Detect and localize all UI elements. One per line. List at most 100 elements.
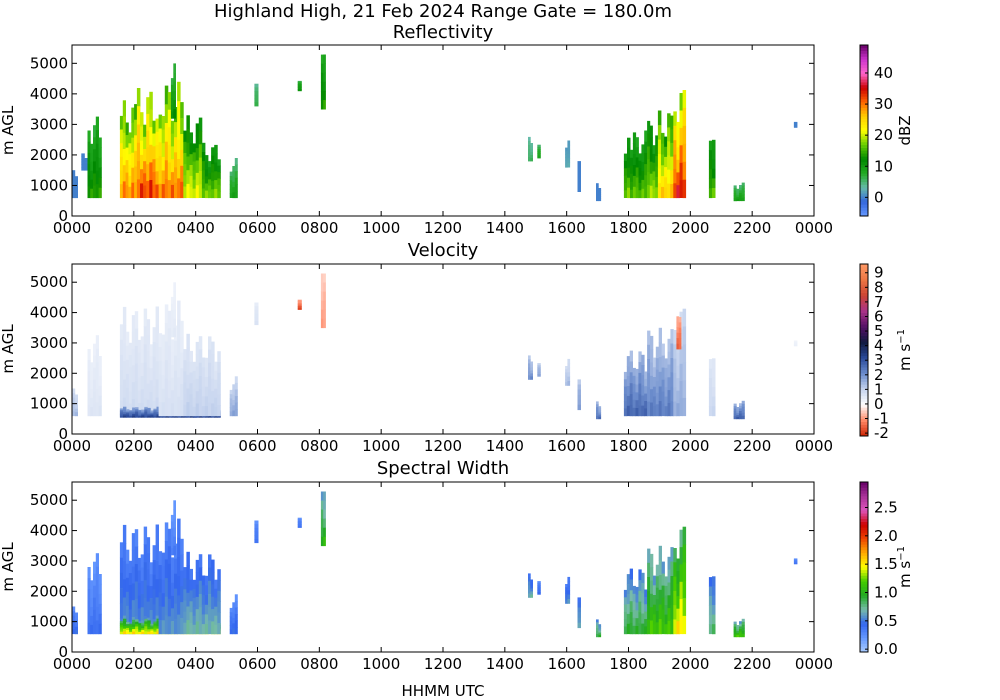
echo-cell bbox=[208, 185, 212, 192]
echo-cell bbox=[673, 576, 677, 592]
echo-cell bbox=[667, 169, 671, 185]
echo-cell bbox=[320, 282, 324, 292]
echo-cell bbox=[323, 518, 326, 528]
echo-cell bbox=[234, 600, 238, 608]
x-tick-label: 2200 bbox=[733, 437, 771, 455]
echo-cell bbox=[81, 167, 85, 171]
echo-cell bbox=[661, 609, 665, 623]
echo-cell bbox=[736, 196, 740, 200]
echo-cell bbox=[793, 123, 798, 125]
echo-cell bbox=[641, 171, 645, 181]
echo-cell bbox=[682, 526, 687, 545]
x-tick-label: 2000 bbox=[671, 437, 709, 455]
echo-cell bbox=[195, 596, 200, 610]
echo-cell bbox=[208, 620, 212, 635]
echo-cell bbox=[119, 370, 124, 386]
echo-cell bbox=[664, 624, 668, 635]
colorbar-tick-label: 5 bbox=[874, 322, 884, 340]
echo-cell bbox=[153, 631, 157, 635]
echo-cell bbox=[90, 380, 94, 390]
echo-cell bbox=[733, 413, 737, 417]
echo-cell bbox=[217, 623, 221, 635]
x-tick-label: 2000 bbox=[671, 219, 709, 237]
echo-cell bbox=[173, 72, 176, 83]
echo-cell bbox=[708, 605, 713, 616]
echo-cell bbox=[72, 388, 76, 394]
echo-cell bbox=[320, 100, 324, 110]
echo-cell bbox=[650, 553, 654, 568]
echo-cell bbox=[95, 402, 99, 417]
echo-cell bbox=[177, 518, 181, 539]
echo-cell bbox=[174, 152, 178, 168]
echo-cell bbox=[141, 413, 145, 416]
echo-cell bbox=[629, 383, 633, 395]
echo-cell bbox=[577, 186, 581, 192]
echo-cell bbox=[153, 621, 157, 624]
colorbar-swatch bbox=[860, 309, 868, 314]
echo-cell bbox=[630, 173, 634, 183]
echo-cell bbox=[90, 624, 94, 635]
echo-cell bbox=[598, 414, 602, 418]
x-tick-label: 0000 bbox=[53, 655, 91, 673]
echo-cell bbox=[736, 188, 740, 192]
echo-cell bbox=[673, 168, 677, 184]
echo-cell bbox=[183, 611, 187, 624]
echo-cell bbox=[201, 614, 206, 625]
colorbar-swatch bbox=[860, 76, 868, 80]
echo-cell bbox=[649, 185, 653, 199]
echo-cell bbox=[173, 509, 176, 519]
echo-cell bbox=[95, 335, 99, 349]
echo-cell bbox=[676, 403, 680, 417]
echo-cell bbox=[667, 403, 671, 417]
echo-cell bbox=[177, 319, 181, 340]
echo-cell bbox=[658, 386, 662, 402]
colorbar-swatch bbox=[860, 393, 868, 397]
echo-cell bbox=[635, 586, 639, 596]
echo-cell bbox=[192, 406, 197, 417]
echo-cell bbox=[793, 559, 798, 561]
echo-cell bbox=[90, 143, 94, 154]
colorbar-swatch bbox=[860, 56, 868, 60]
echo-cell bbox=[733, 621, 737, 625]
echo-cell bbox=[173, 518, 176, 528]
colorbar-swatch bbox=[860, 284, 868, 288]
echo-cell bbox=[146, 319, 151, 336]
echo-cell bbox=[135, 415, 139, 418]
x-tick-label: 1400 bbox=[486, 437, 524, 455]
echo-cell bbox=[123, 618, 127, 622]
echo-cell bbox=[72, 620, 76, 625]
echo-cell bbox=[167, 528, 172, 547]
echo-cell bbox=[72, 179, 76, 185]
echo-cell bbox=[652, 604, 657, 615]
echo-cell bbox=[626, 356, 631, 367]
echo-cell bbox=[161, 334, 166, 349]
colorbar-swatch bbox=[860, 490, 868, 494]
colorbar-swatch bbox=[860, 626, 868, 630]
echo-cell bbox=[229, 193, 233, 198]
echo-cell bbox=[678, 343, 682, 350]
echo-cell bbox=[638, 351, 642, 363]
echo-cell bbox=[658, 327, 662, 343]
echo-cell bbox=[664, 136, 668, 148]
echo-cell bbox=[708, 359, 713, 369]
echo-cell bbox=[208, 389, 212, 403]
echo-cell bbox=[95, 580, 99, 594]
echo-cell bbox=[739, 416, 743, 420]
echo-cell bbox=[679, 93, 683, 111]
echo-cell bbox=[647, 146, 651, 160]
echo-cell bbox=[158, 620, 163, 635]
echo-cell bbox=[528, 359, 531, 364]
x-tick-label: 0800 bbox=[300, 655, 338, 673]
echo-cell bbox=[149, 162, 153, 181]
echo-cell bbox=[170, 514, 174, 522]
echo-cell bbox=[211, 164, 215, 173]
echo-cell bbox=[635, 187, 639, 199]
echo-cell bbox=[598, 188, 602, 191]
colorbar-swatch bbox=[860, 615, 868, 619]
echo-cell bbox=[135, 628, 139, 632]
echo-cell bbox=[164, 559, 169, 579]
colorbar-swatch bbox=[860, 124, 868, 128]
colorbar-swatch bbox=[860, 70, 868, 74]
echo-cell bbox=[528, 367, 531, 372]
